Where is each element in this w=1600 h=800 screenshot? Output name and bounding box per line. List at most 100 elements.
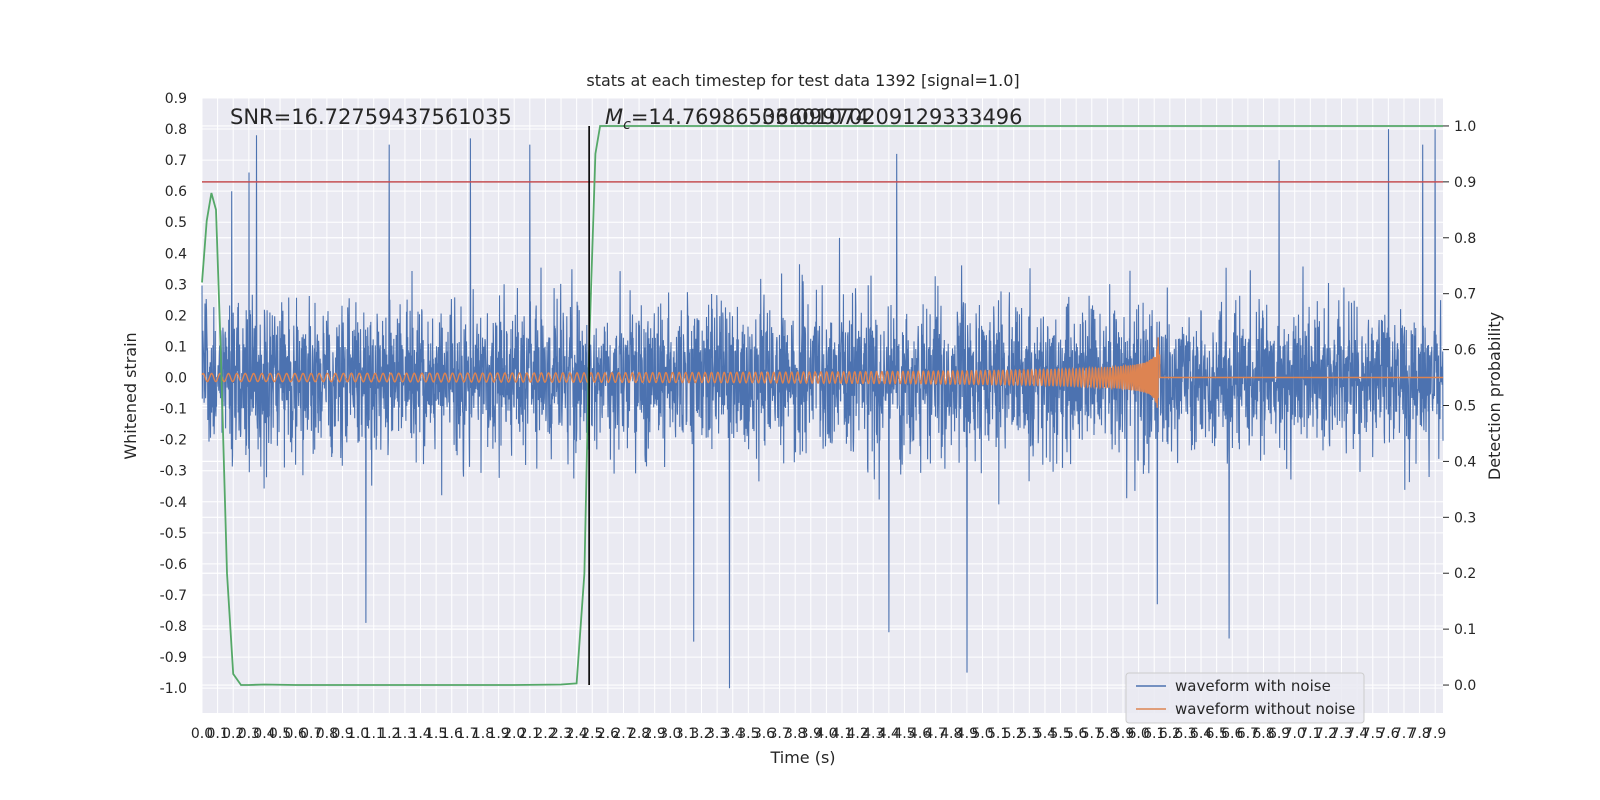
snr-annotation: SNR=16.72759437561035 — [230, 105, 512, 129]
x-tick-label: 7.1 — [1299, 726, 1321, 742]
x-tick-label: 3.6 — [753, 726, 775, 742]
y2-tick-labels: 1.0 0.9 0.8 0.7 0.6 0.5 0.4 0.3 0.2 0.1 0.0 — [1443, 119, 1476, 694]
x-tick-label: 5.4 — [1034, 726, 1056, 742]
x-tick-label: 7.8 — [1408, 726, 1430, 742]
chart-title: stats at each timestep for test data 139… — [586, 71, 1019, 90]
x-tick-label: 5.2 — [1003, 726, 1025, 742]
x-tick-label: 2.3 — [550, 726, 572, 742]
y-tick-label: 0.7 — [165, 153, 187, 169]
x-tick-label: 0.2 — [222, 726, 244, 742]
x-tick-label: 0.9 — [331, 726, 353, 742]
x-tick-label: 7.7 — [1393, 726, 1415, 742]
x-tick-label: 5.0 — [971, 726, 993, 742]
x-axis-label: Time (s) — [769, 748, 835, 767]
y-tick-label: 0.9 — [165, 91, 187, 107]
x-tick-label: 6.9 — [1268, 726, 1290, 742]
legend-label-waveform-with-noise: waveform with noise — [1175, 677, 1331, 695]
x-tick-label: 1.1 — [363, 726, 385, 742]
x-tick-label: 7.9 — [1424, 726, 1446, 742]
series-layer — [201, 125, 1444, 689]
x-tick-label: 0.7 — [300, 726, 322, 742]
y-axis-label: Whitened strain — [121, 332, 140, 459]
x-tick-label: 5.1 — [987, 726, 1009, 742]
y-tick-label: -0.1 — [160, 402, 187, 418]
chirp-mass-symbol: M — [605, 105, 623, 129]
y-tick-label: -0.8 — [160, 619, 187, 635]
x-tick-label: 4.6 — [909, 726, 931, 742]
y2-tick-label: 0.4 — [1454, 454, 1476, 470]
x-tick-label: 0.6 — [285, 726, 307, 742]
x-tick-label: 1.6 — [441, 726, 463, 742]
y-tick-label: -0.4 — [160, 495, 187, 511]
x-tick-label: 0.5 — [269, 726, 291, 742]
x-tick-label: 0.1 — [206, 726, 228, 742]
x-tick-label: 4.8 — [940, 726, 962, 742]
x-tick-label: 7.6 — [1377, 726, 1399, 742]
x-tick-label: 5.6 — [1065, 726, 1087, 742]
x-tick-label: 1.4 — [409, 726, 431, 742]
y-tick-label: -0.6 — [160, 557, 187, 573]
x-tick-label: 4.9 — [956, 726, 978, 742]
y-tick-label: 0.6 — [165, 184, 187, 200]
x-tick-label: 7.2 — [1315, 726, 1337, 742]
x-tick-label: 6.2 — [1159, 726, 1181, 742]
x-tick-label: 2.8 — [628, 726, 650, 742]
x-tick-label: 1.3 — [394, 726, 416, 742]
y-tick-label: -0.5 — [160, 526, 187, 542]
x-tick-label: 3.2 — [690, 726, 712, 742]
x-tick-labels: 0.00.10.20.30.40.50.60.70.80.91.01.11.21… — [191, 726, 1446, 742]
x-tick-label: 2.0 — [503, 726, 525, 742]
x-tick-label: 4.5 — [893, 726, 915, 742]
waveform-without-noise-line — [201, 337, 1443, 408]
y2-tick-label: 0.5 — [1454, 399, 1476, 415]
y2-axis-label: Detection probability — [1485, 312, 1504, 480]
x-tick-label: 3.7 — [768, 726, 790, 742]
x-tick-label: 4.2 — [846, 726, 868, 742]
x-tick-label: 5.9 — [1112, 726, 1134, 742]
x-tick-label: 2.5 — [581, 726, 603, 742]
x-tick-label: 6.7 — [1237, 726, 1259, 742]
x-tick-label: 7.4 — [1346, 726, 1368, 742]
x-tick-label: 3.8 — [784, 726, 806, 742]
x-tick-label: 6.3 — [1174, 726, 1196, 742]
x-tick-label: 3.4 — [722, 726, 744, 742]
x-tick-label: 3.1 — [675, 726, 697, 742]
x-tick-label: 3.9 — [800, 726, 822, 742]
x-tick-label: 4.7 — [925, 726, 947, 742]
x-tick-label: 2.2 — [534, 726, 556, 742]
x-tick-label: 2.7 — [612, 726, 634, 742]
x-tick-label: 4.0 — [815, 726, 837, 742]
x-tick-label: 3.5 — [737, 726, 759, 742]
y2-tick-label: 0.1 — [1454, 622, 1476, 638]
x-tick-label: 6.4 — [1190, 726, 1212, 742]
y2-tick-label: 0.7 — [1454, 287, 1476, 303]
y-tick-label: 0.3 — [165, 277, 187, 293]
y2-tick-label: 0.9 — [1454, 175, 1476, 191]
chirp-mass-annotation: Mc=14.76986503601074 — [605, 105, 869, 133]
y2-tick-label: 0.6 — [1454, 343, 1476, 359]
x-tick-label: 4.3 — [862, 726, 884, 742]
y-tick-label: -0.3 — [160, 464, 187, 480]
x-tick-label: 6.1 — [1143, 726, 1165, 742]
y2-tick-label: 0.2 — [1454, 566, 1476, 582]
x-tick-label: 1.8 — [472, 726, 494, 742]
x-tick-label: 2.6 — [597, 726, 619, 742]
legend-box — [1125, 672, 1365, 724]
y2-tick-label: 0.0 — [1454, 678, 1476, 694]
x-tick-label: 6.5 — [1206, 726, 1228, 742]
x-tick-label: 0.3 — [238, 726, 260, 742]
detection-probability-line — [201, 125, 1443, 686]
x-tick-label: 1.5 — [425, 726, 447, 742]
x-tick-label: 1.9 — [487, 726, 509, 742]
y-tick-label: 0.8 — [165, 122, 187, 138]
y-tick-label: -0.7 — [160, 588, 187, 604]
x-tick-label: 4.4 — [878, 726, 900, 742]
x-tick-label: 1.7 — [456, 726, 478, 742]
x-tick-label: 0.4 — [253, 726, 275, 742]
x-tick-label: 5.3 — [1018, 726, 1040, 742]
x-tick-label: 7.3 — [1330, 726, 1352, 742]
x-tick-label: 3.3 — [706, 726, 728, 742]
x-tick-label: 1.0 — [347, 726, 369, 742]
y2-tick-label: 0.3 — [1454, 510, 1476, 526]
y-tick-labels: 0.9 0.8 0.7 0.6 0.5 0.4 0.3 0.2 0.1 0.0 -0.1 -0.2 -0… — [160, 91, 187, 697]
